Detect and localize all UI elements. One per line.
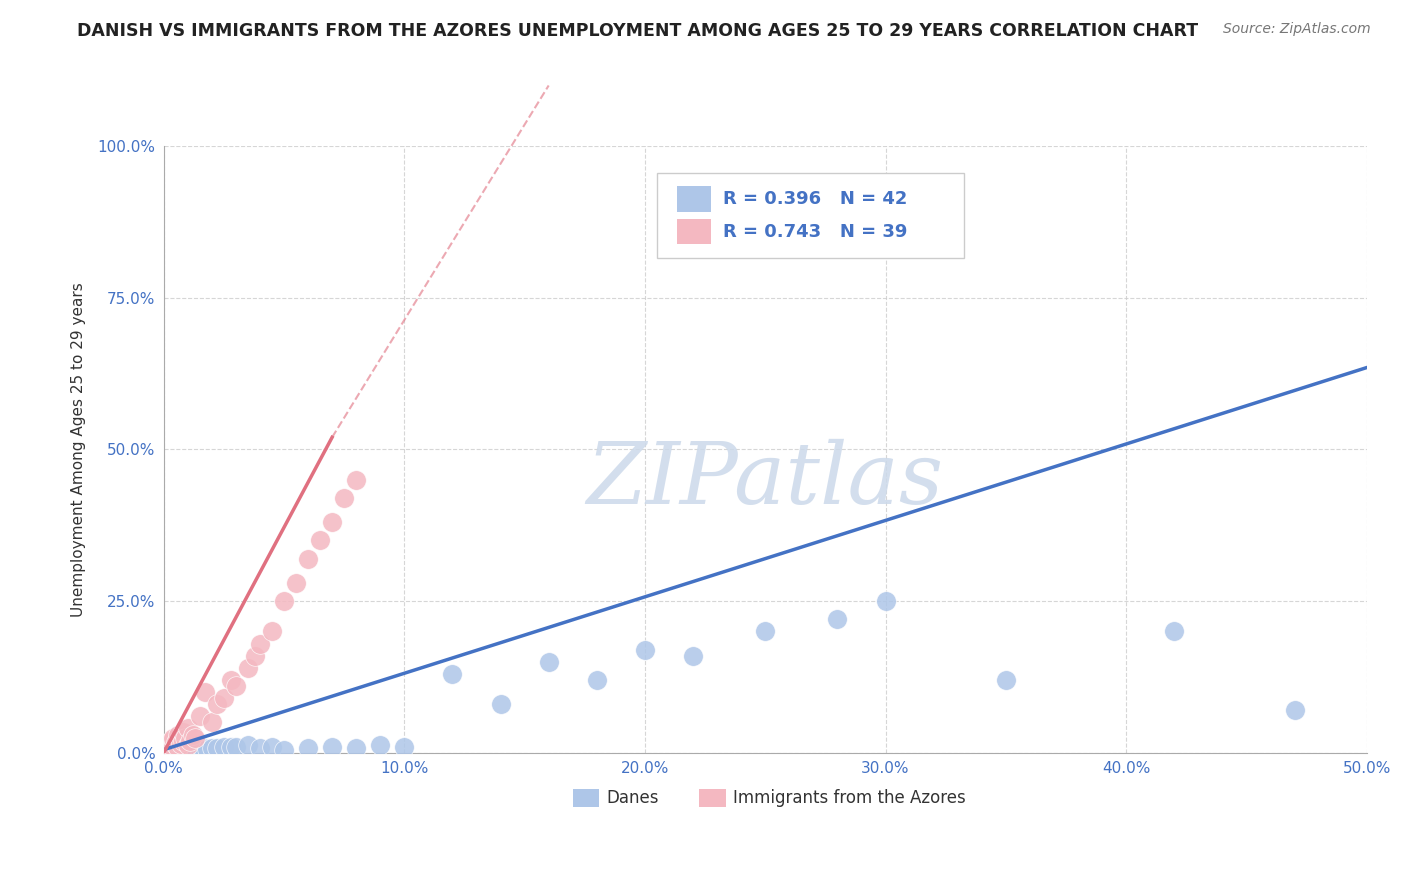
Point <box>1284 703 1306 717</box>
Point <box>249 636 271 650</box>
Point <box>157 742 180 756</box>
Point <box>194 685 217 699</box>
Point <box>236 739 259 753</box>
Point <box>243 648 266 663</box>
Text: Immigrants from the Azores: Immigrants from the Azores <box>733 789 966 807</box>
Point <box>172 733 194 747</box>
Point <box>160 743 183 757</box>
Point <box>344 740 367 755</box>
Point <box>260 624 283 639</box>
Point <box>205 697 228 711</box>
Point <box>368 739 391 753</box>
Point <box>634 642 657 657</box>
Text: Source: ZipAtlas.com: Source: ZipAtlas.com <box>1223 22 1371 37</box>
Point <box>157 737 180 751</box>
Point <box>225 739 247 754</box>
Point <box>162 739 184 754</box>
Y-axis label: Unemployment Among Ages 25 to 29 years: Unemployment Among Ages 25 to 29 years <box>72 282 86 616</box>
Point <box>155 744 177 758</box>
Point <box>165 735 187 749</box>
Point <box>682 648 704 663</box>
Point <box>333 491 356 505</box>
Text: DANISH VS IMMIGRANTS FROM THE AZORES UNEMPLOYMENT AMONG AGES 25 TO 29 YEARS CORR: DANISH VS IMMIGRANTS FROM THE AZORES UNE… <box>77 22 1198 40</box>
Bar <box>678 186 711 211</box>
FancyBboxPatch shape <box>657 173 963 259</box>
Point <box>184 740 207 755</box>
Point <box>212 739 235 754</box>
Point <box>212 691 235 706</box>
Point <box>344 473 367 487</box>
Point <box>188 709 211 723</box>
Point <box>875 594 897 608</box>
Point <box>169 742 191 756</box>
Point <box>201 715 224 730</box>
Point <box>260 739 283 754</box>
Point <box>219 673 242 687</box>
Point <box>181 739 204 754</box>
Point <box>181 727 204 741</box>
Point <box>165 742 187 756</box>
Point <box>321 515 343 529</box>
Text: R = 0.396   N = 42: R = 0.396 N = 42 <box>723 190 907 208</box>
Point <box>195 742 218 756</box>
Point <box>174 740 197 755</box>
Text: Danes: Danes <box>606 789 659 807</box>
Point <box>165 739 187 753</box>
Point <box>184 731 207 745</box>
Point <box>309 533 332 548</box>
Point <box>167 740 190 755</box>
Bar <box>699 789 725 807</box>
Point <box>273 742 295 756</box>
Point <box>219 740 242 755</box>
Point <box>441 666 464 681</box>
Point <box>172 724 194 739</box>
Bar <box>678 219 711 244</box>
Point <box>249 740 271 755</box>
Point <box>191 740 214 755</box>
Point <box>297 551 319 566</box>
Point <box>155 739 177 754</box>
Point <box>169 737 191 751</box>
Point <box>160 733 183 747</box>
Point <box>236 661 259 675</box>
Point <box>297 740 319 755</box>
Point <box>537 655 560 669</box>
Point <box>585 673 607 687</box>
Point <box>160 740 183 755</box>
Point <box>162 731 184 745</box>
Point <box>201 740 224 755</box>
Point <box>177 722 200 736</box>
Point <box>177 741 200 756</box>
Point <box>177 739 200 753</box>
Point <box>167 727 190 741</box>
Point <box>157 742 180 756</box>
Point <box>205 741 228 756</box>
Point <box>155 744 177 758</box>
Point <box>167 741 190 756</box>
Point <box>827 612 849 626</box>
Point <box>273 594 295 608</box>
Point <box>179 733 201 747</box>
Point <box>174 731 197 745</box>
Point <box>172 743 194 757</box>
Point <box>188 742 211 756</box>
Point <box>754 624 776 639</box>
Text: ZIPatlas: ZIPatlas <box>586 439 943 521</box>
Point <box>489 697 512 711</box>
Bar <box>572 789 599 807</box>
Text: R = 0.743   N = 39: R = 0.743 N = 39 <box>723 223 907 241</box>
Point <box>285 575 308 590</box>
Point <box>179 742 201 756</box>
Point <box>321 739 343 754</box>
Point <box>994 673 1017 687</box>
Point <box>225 679 247 693</box>
Point <box>162 742 184 756</box>
Point <box>1163 624 1185 639</box>
Point <box>394 739 416 754</box>
